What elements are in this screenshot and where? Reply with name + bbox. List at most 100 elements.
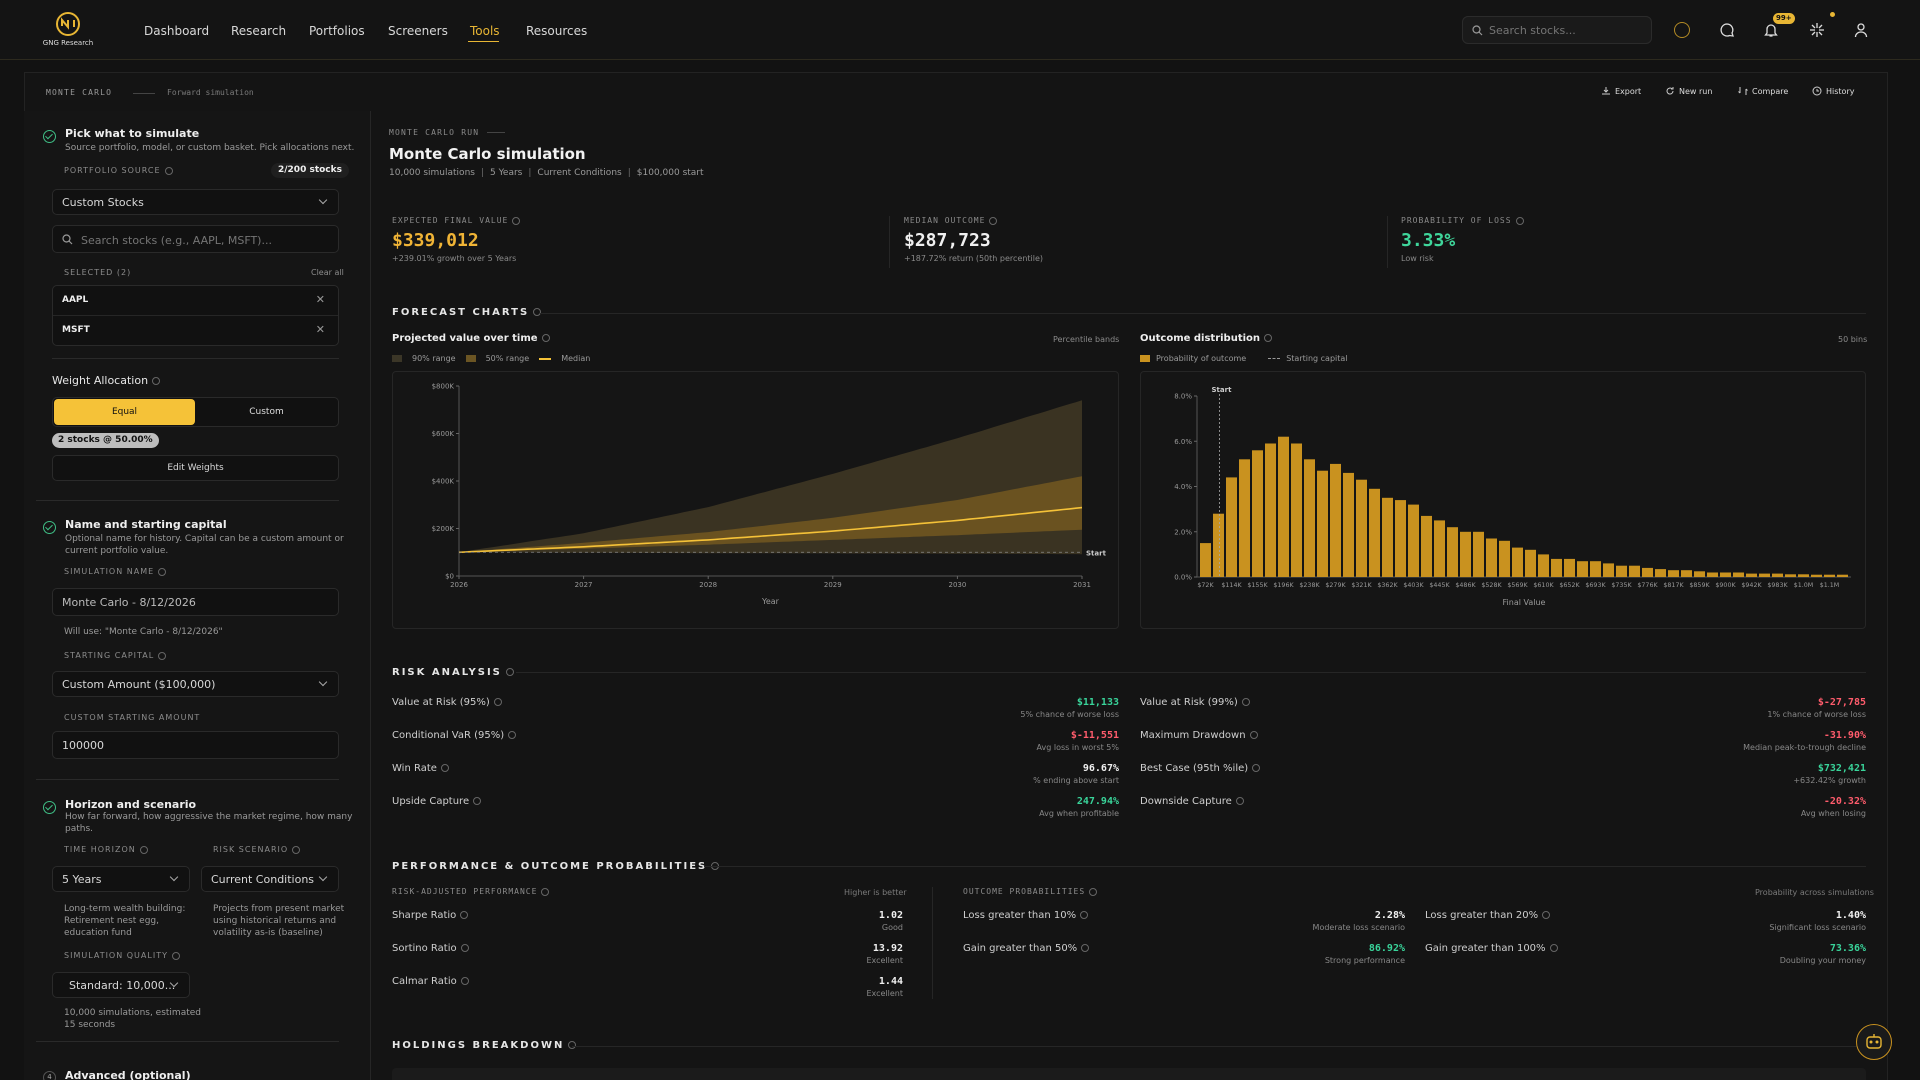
distribution-bar[interactable] [1668, 570, 1679, 577]
edit-weights-button[interactable]: Edit Weights [52, 455, 339, 481]
nav-tools[interactable]: Tools [470, 24, 500, 38]
help-icon[interactable] [1264, 334, 1273, 342]
help-icon[interactable] [460, 944, 469, 952]
help-icon[interactable] [171, 951, 180, 960]
help-icon[interactable] [989, 216, 998, 225]
help-icon[interactable] [1235, 797, 1244, 805]
distribution-bar[interactable] [1759, 573, 1770, 577]
distribution-bar[interactable] [1213, 513, 1224, 577]
help-icon[interactable] [158, 567, 167, 576]
distribution-bar[interactable] [1512, 547, 1523, 577]
help-icon[interactable] [1249, 731, 1258, 739]
distribution-bar[interactable] [1304, 459, 1315, 577]
distribution-bar[interactable] [1577, 561, 1588, 577]
distribution-bar[interactable] [1460, 531, 1471, 578]
custom-weight-button[interactable]: Custom [249, 407, 284, 417]
custom-amount-input[interactable]: 100000 [52, 731, 339, 759]
distribution-bar[interactable] [1720, 572, 1731, 578]
help-icon[interactable] [1542, 911, 1551, 919]
help-icon[interactable] [508, 731, 517, 739]
portfolio-source-select[interactable]: Custom Stocks [52, 189, 339, 215]
distribution-bar[interactable] [1356, 479, 1367, 577]
help-icon[interactable] [568, 1041, 577, 1049]
help-icon[interactable] [440, 764, 449, 772]
distribution-bar[interactable] [1252, 450, 1263, 577]
distribution-bar[interactable] [1473, 531, 1484, 578]
distribution-bar[interactable] [1447, 527, 1458, 577]
distribution-bar[interactable] [1655, 569, 1666, 577]
compare-button[interactable]: Compare [1738, 86, 1788, 96]
distribution-bar[interactable] [1616, 565, 1627, 577]
distribution-bar[interactable] [1564, 558, 1575, 577]
distribution-bar[interactable] [1330, 463, 1341, 577]
distribution-bar[interactable] [1369, 488, 1380, 577]
coin-icon[interactable] [1674, 22, 1690, 38]
distribution-bar[interactable] [1694, 571, 1705, 577]
simulation-quality-select[interactable]: Standard: 10,000... [52, 972, 190, 998]
remove-icon[interactable]: ✕ [315, 323, 325, 336]
help-icon[interactable] [164, 166, 173, 175]
help-icon[interactable] [533, 308, 542, 316]
distribution-bar[interactable] [1382, 497, 1393, 577]
help-icon[interactable] [1080, 911, 1089, 919]
history-button[interactable]: History [1812, 86, 1854, 96]
distribution-bar[interactable] [1226, 477, 1237, 577]
nav-research[interactable]: Research [231, 24, 287, 38]
global-search[interactable] [1462, 16, 1652, 44]
time-horizon-select[interactable]: 5 Years [52, 866, 190, 892]
nav-screeners[interactable]: Screeners [388, 24, 448, 38]
distribution-bar[interactable] [1200, 543, 1211, 577]
nav-dashboard[interactable]: Dashboard [144, 24, 210, 38]
help-icon[interactable] [1081, 944, 1090, 952]
distribution-bar[interactable] [1317, 470, 1328, 577]
help-icon[interactable] [1089, 887, 1098, 896]
distribution-bar[interactable] [1434, 520, 1445, 577]
distribution-bar[interactable] [1265, 443, 1276, 578]
nav-portfolios[interactable]: Portfolios [309, 24, 365, 38]
distribution-bar[interactable] [1343, 472, 1354, 577]
distribution-bar[interactable] [1278, 436, 1289, 577]
export-button[interactable]: Export [1601, 86, 1641, 96]
step4-title[interactable]: Advanced (optional) [65, 1069, 191, 1080]
distribution-bar[interactable] [1772, 573, 1783, 577]
sparkle-icon[interactable] [1809, 22, 1825, 38]
help-icon[interactable] [139, 845, 148, 854]
distribution-bar[interactable] [1681, 570, 1692, 577]
help-icon[interactable] [505, 668, 514, 676]
bell-icon[interactable] [1764, 22, 1778, 38]
distribution-bar[interactable] [1590, 561, 1601, 577]
distribution-bar[interactable] [1291, 443, 1302, 578]
help-icon[interactable] [541, 334, 550, 342]
clear-all-link[interactable]: Clear all [311, 268, 344, 277]
help-icon[interactable] [1549, 944, 1558, 952]
stock-search-field[interactable] [52, 225, 339, 253]
equal-weight-button[interactable]: Equal [54, 399, 195, 425]
help-icon[interactable] [152, 377, 161, 385]
distribution-bar[interactable] [1239, 459, 1250, 577]
global-search-input[interactable] [1489, 22, 1639, 38]
user-icon[interactable] [1854, 22, 1868, 38]
help-icon[interactable] [292, 845, 301, 854]
projected-value-chart[interactable]: $0 $200K $400K $600K $800K 2026 2027 2028 2029 20… [392, 371, 1119, 629]
distribution-bar[interactable] [1785, 574, 1796, 577]
distribution-bar[interactable] [1642, 567, 1653, 577]
distribution-bar[interactable] [1408, 504, 1419, 577]
distribution-bar[interactable] [1525, 549, 1536, 577]
distribution-bar[interactable] [1551, 558, 1562, 577]
help-icon[interactable] [473, 797, 482, 805]
help-icon[interactable] [1252, 764, 1261, 772]
outcome-distribution-chart[interactable]: 0.0% 2.0% 4.0% 6.0% 8.0% $72K $114K $155K $196K $… [1140, 371, 1866, 629]
distribution-bar[interactable] [1733, 572, 1744, 578]
help-icon[interactable] [541, 887, 550, 896]
logo[interactable]: GNG Research [40, 10, 96, 52]
simulation-name-field[interactable]: Monte Carlo - 8/12/2026 [52, 588, 339, 616]
distribution-bar[interactable] [1395, 500, 1406, 577]
help-icon[interactable] [460, 977, 469, 985]
chat-icon[interactable] [1719, 22, 1735, 38]
help-icon[interactable] [158, 651, 167, 660]
distribution-bar[interactable] [1629, 565, 1640, 577]
remove-icon[interactable]: ✕ [315, 293, 325, 306]
help-icon[interactable] [493, 698, 502, 706]
distribution-bar[interactable] [1707, 572, 1718, 578]
new-run-button[interactable]: New run [1665, 86, 1712, 96]
